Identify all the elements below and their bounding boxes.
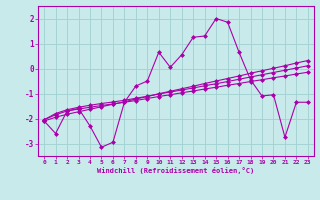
X-axis label: Windchill (Refroidissement éolien,°C): Windchill (Refroidissement éolien,°C) [97,167,255,174]
